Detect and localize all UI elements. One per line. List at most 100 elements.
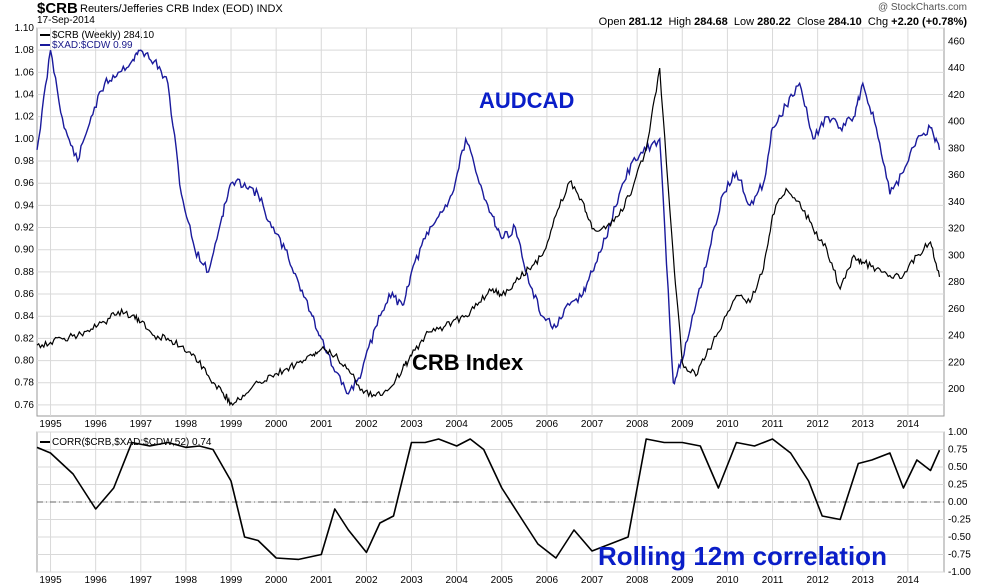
x-tick-label: 1998	[175, 419, 198, 430]
x-tick-label: 1997	[130, 419, 153, 430]
y-tick-right-label: 220	[948, 357, 965, 368]
x-tick-label-lower: 2012	[807, 575, 830, 586]
x-tick-label: 2001	[310, 419, 333, 430]
y-tick-left-label: 0.92	[15, 223, 35, 234]
y-tick-right-label: 440	[948, 63, 965, 74]
x-tick-label-lower: 1997	[130, 575, 153, 586]
high-value: 284.68	[694, 16, 728, 28]
x-tick-label: 2005	[491, 419, 514, 430]
y-tick-right-label: 300	[948, 250, 965, 261]
x-tick-label: 1999	[220, 419, 243, 430]
x-tick-label: 2007	[581, 419, 604, 430]
x-tick-label: 2003	[400, 419, 423, 430]
series-line-correlation	[36, 438, 941, 561]
close-label: Close	[796, 16, 826, 28]
x-tick-label: 1995	[39, 419, 62, 430]
y-tick-left-label: 0.84	[15, 311, 35, 322]
chart-symbol: $CRB	[37, 0, 78, 17]
open-label: Open	[598, 16, 626, 28]
y-tick-left-label: 0.86	[15, 289, 35, 300]
y-tick-right-label: 400	[948, 117, 965, 128]
y-tick-left-label: 0.90	[15, 245, 35, 256]
low-label: Low	[733, 16, 755, 28]
y-tick-right-label: 340	[948, 197, 965, 208]
high-label: High	[668, 16, 692, 28]
x-tick-label-lower: 1995	[39, 575, 62, 586]
y-tick-corr-label: -0.75	[948, 550, 971, 561]
y-tick-right-label: 240	[948, 331, 965, 342]
x-tick-label: 2006	[536, 419, 559, 430]
y-tick-left-label: 0.80	[15, 356, 35, 367]
y-tick-corr-label: 0.25	[948, 480, 968, 491]
x-tick-label: 2000	[265, 419, 288, 430]
x-tick-label-lower: 2011	[762, 575, 784, 586]
legend-corr: CORR($CRB,$XAD:$CDW,52) 0.74	[40, 437, 212, 448]
x-tick-label: 2004	[446, 419, 469, 430]
y-tick-right-label: 320	[948, 224, 965, 235]
y-tick-left-label: 1.10	[15, 23, 35, 34]
y-tick-left-label: 0.98	[15, 156, 35, 167]
x-tick-label-lower: 2001	[310, 575, 333, 586]
x-tick-label-lower: 2013	[852, 575, 875, 586]
chart-date: 17-Sep-2014	[37, 15, 95, 26]
y-tick-corr-label: 1.00	[948, 427, 968, 438]
y-tick-right-label: 420	[948, 90, 965, 101]
x-tick-label: 1996	[85, 419, 108, 430]
x-tick-label: 2002	[355, 419, 378, 430]
x-tick-label-lower: 2003	[400, 575, 423, 586]
x-tick-label: 2008	[626, 419, 649, 430]
y-tick-left-label: 0.94	[15, 200, 35, 211]
x-tick-label-lower: 1996	[85, 575, 108, 586]
series-line-crb	[36, 67, 941, 407]
chg-label: Chg	[867, 16, 889, 28]
x-tick-label-lower: 2009	[671, 575, 694, 586]
x-tick-label-lower: 2008	[626, 575, 649, 586]
y-tick-corr-label: 0.75	[948, 445, 968, 456]
x-tick-label-lower: 2006	[536, 575, 559, 586]
x-tick-label-lower: 1998	[175, 575, 198, 586]
y-tick-corr-label: -0.50	[948, 532, 971, 543]
y-tick-corr-label: -1.00	[948, 567, 971, 578]
y-tick-left-label: 1.02	[15, 112, 35, 123]
annotation-audcad: AUDCAD	[479, 88, 575, 113]
annotation-crb: CRB Index	[412, 350, 524, 375]
y-tick-left-label: 1.06	[15, 67, 35, 78]
ohlc-summary: Open 281.12 High 284.68 Low 280.22 Close…	[599, 16, 967, 28]
brand-logo: @ StockCharts.com	[877, 2, 967, 13]
x-tick-label: 2009	[671, 419, 694, 430]
y-tick-right-label: 260	[948, 304, 965, 315]
series-line-audcad	[36, 49, 941, 395]
y-tick-left-label: 1.00	[15, 134, 35, 145]
y-tick-right-label: 460	[948, 36, 965, 47]
y-tick-corr-label: -0.25	[948, 515, 971, 526]
close-value: 284.10	[828, 16, 862, 28]
y-tick-left-label: 0.88	[15, 267, 35, 278]
open-value: 281.12	[628, 16, 663, 28]
x-tick-label-lower: 2004	[446, 575, 469, 586]
x-tick-label: 2013	[852, 419, 875, 430]
y-tick-left-label: 1.08	[15, 45, 35, 56]
x-tick-label-lower: 2000	[265, 575, 288, 586]
legend-corr-label: CORR($CRB,$XAD:$CDW,52) 0.74	[52, 437, 212, 448]
legend-crb: $CRB (Weekly) 284.10	[40, 30, 154, 41]
y-tick-left-label: 0.78	[15, 378, 35, 389]
y-tick-right-label: 360	[948, 170, 965, 181]
y-tick-corr-label: 0.00	[948, 497, 968, 508]
low-value: 280.22	[757, 16, 791, 28]
x-tick-label-lower: 2007	[581, 575, 604, 586]
y-tick-left-label: 0.82	[15, 333, 35, 344]
y-tick-left-label: 0.76	[15, 400, 35, 411]
x-tick-label-lower: 2005	[491, 575, 514, 586]
legend-crb-label: $CRB (Weekly) 284.10	[52, 30, 155, 41]
y-tick-corr-label: 0.50	[948, 462, 968, 473]
x-tick-label: 2011	[762, 419, 784, 430]
x-tick-label-lower: 2014	[897, 575, 920, 586]
x-tick-label: 2010	[716, 419, 739, 430]
chart-title: Reuters/Jefferies CRB Index (EOD) INDX	[80, 3, 283, 15]
y-tick-left-label: 1.04	[15, 90, 35, 101]
x-tick-label-lower: 1999	[220, 575, 243, 586]
y-tick-left-label: 0.96	[15, 178, 35, 189]
x-tick-label: 2012	[807, 419, 830, 430]
y-tick-right-label: 280	[948, 277, 965, 288]
x-tick-label-lower: 2002	[355, 575, 378, 586]
